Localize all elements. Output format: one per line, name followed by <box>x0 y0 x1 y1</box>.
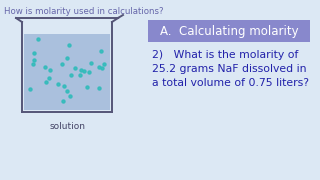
Bar <box>24 34 110 110</box>
Text: solution: solution <box>50 122 86 131</box>
FancyBboxPatch shape <box>148 20 310 42</box>
Text: How is molarity used in calculations?: How is molarity used in calculations? <box>4 7 164 16</box>
Text: 25.2 grams NaF dissolved in: 25.2 grams NaF dissolved in <box>152 64 307 74</box>
Text: 2)   What is the molarity of: 2) What is the molarity of <box>152 50 298 60</box>
Text: A.  Calculating molarity: A. Calculating molarity <box>160 24 298 37</box>
Text: a total volume of 0.75 liters?: a total volume of 0.75 liters? <box>152 78 309 88</box>
